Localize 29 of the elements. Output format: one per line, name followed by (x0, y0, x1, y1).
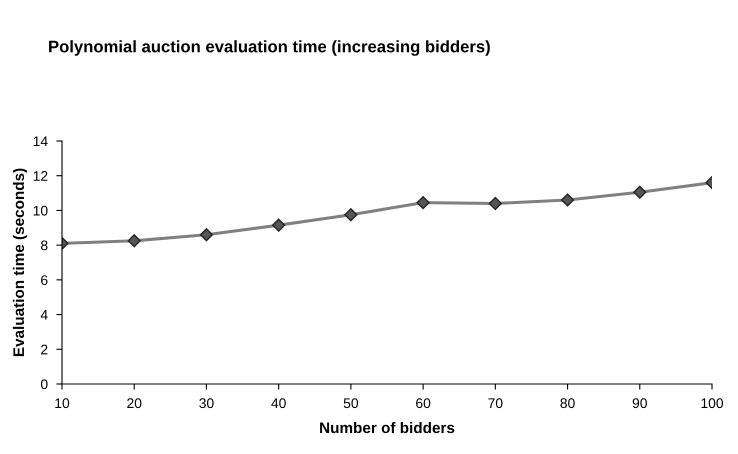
point (488, 196, 502, 210)
point (560, 193, 574, 207)
y-tick-label: 10 (34, 206, 48, 216)
chart-title: Polynomial auction evaluation time (increasing bidders) (49, 40, 490, 56)
x-tick-label: 50 (344, 398, 358, 408)
y-tick-label: 12 (34, 171, 48, 181)
point (200, 228, 214, 242)
x-tick-label: 100 (701, 398, 724, 408)
x-tick-label: 70 (488, 398, 503, 408)
x-tick-label: 30 (199, 398, 214, 408)
y-tick-label: 6 (41, 275, 48, 286)
y-tick-label: 2 (41, 344, 48, 354)
y-tick-label: 8 (40, 240, 48, 250)
y-axis-title: Evaluation time (seconds) (12, 168, 28, 356)
x-tick-label: 80 (560, 398, 575, 408)
x-tick-label: 20 (127, 398, 142, 408)
point (633, 186, 646, 199)
point (416, 196, 430, 210)
x-tick-label: 40 (271, 398, 286, 408)
x-tick-label: 10 (55, 398, 70, 408)
x-axis-title: Number of bidders (320, 422, 454, 434)
point (344, 208, 358, 222)
y-tick-label: 14 (34, 136, 48, 146)
point (128, 234, 141, 248)
x-tick-label: 60 (416, 398, 430, 408)
point (272, 218, 286, 232)
x-tick-label: 90 (632, 398, 647, 408)
y-tick-label: 4 (40, 310, 48, 320)
y-tick-label: 0 (40, 379, 48, 390)
